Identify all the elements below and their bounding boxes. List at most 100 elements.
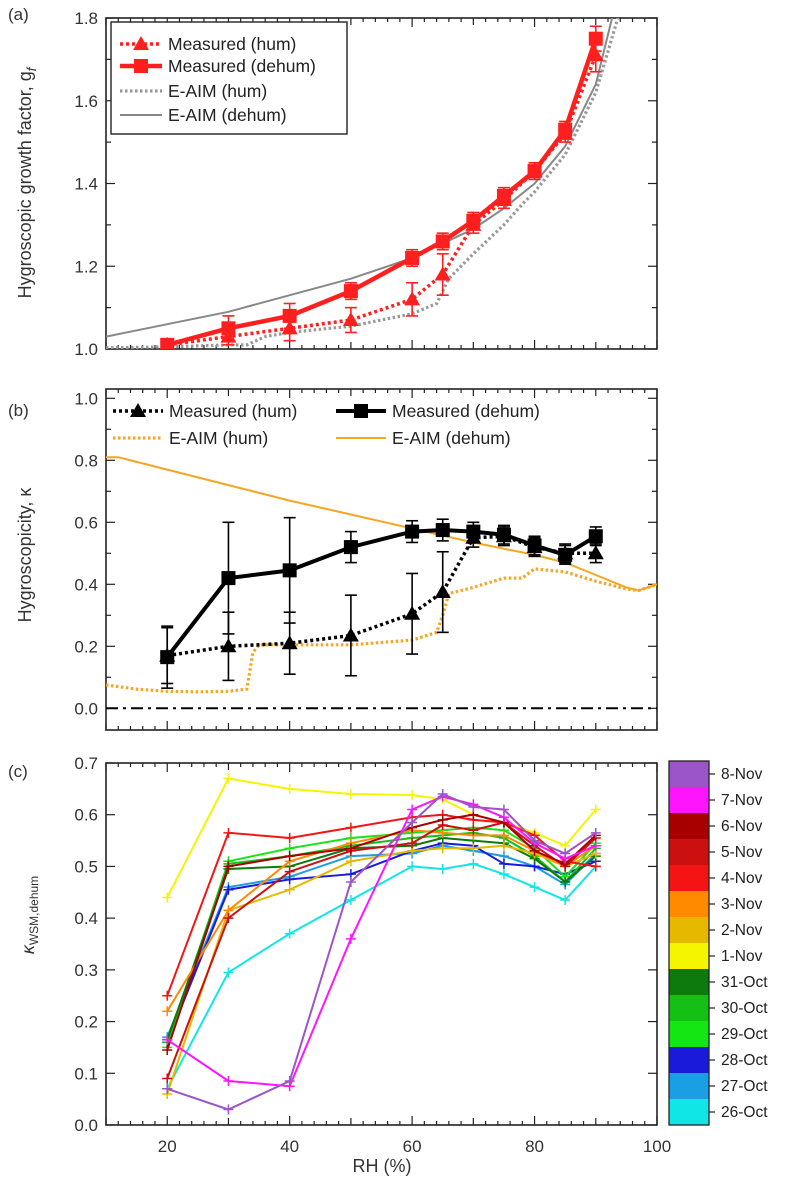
plot-frame <box>105 762 658 1126</box>
y-tick-label: 0.4 <box>74 909 98 928</box>
data-point-plus <box>407 790 418 801</box>
data-point-square <box>160 650 175 665</box>
data-point-plus <box>223 884 234 895</box>
panel-c-label: (c) <box>8 762 28 781</box>
panel-c: 0.0 0.1 0.2 0.3 0.4 0.5 0.6 0.7 20 40 60 80 100 <box>74 754 671 1156</box>
data-point-plus <box>162 990 173 1001</box>
y-tick-label: 1.0 <box>74 389 98 408</box>
panel-b-data <box>106 456 657 710</box>
data-point-plus <box>162 892 173 903</box>
data-point-square <box>221 321 236 336</box>
data-point-plus <box>223 827 234 838</box>
colorbar-cell <box>669 865 709 891</box>
colorbar-cell <box>669 813 709 839</box>
y-tick-label: 0.1 <box>74 1064 98 1083</box>
data-point-square <box>343 540 358 555</box>
x-tick-label: 60 <box>403 1137 422 1156</box>
y-tick-label: 0.6 <box>74 513 98 532</box>
data-point-triangle <box>342 627 359 642</box>
y-tick-label: 0.6 <box>74 806 98 825</box>
colorbar-cell <box>669 1099 709 1125</box>
data-point-plus <box>468 858 479 869</box>
data-point-plus <box>284 928 295 939</box>
data-point-square <box>527 538 542 553</box>
data-point-plus <box>162 1083 173 1094</box>
colorbar-cell <box>669 969 709 995</box>
colorbar-label: 31-Oct <box>721 974 768 991</box>
data-point-square <box>588 529 603 544</box>
data-point-square <box>558 547 573 562</box>
y-tick-label: 0.4 <box>74 575 98 594</box>
y-tick-label: 0.2 <box>74 637 98 656</box>
data-point-plus <box>284 866 295 877</box>
colorbar-cell <box>669 1021 709 1047</box>
colorbar-label: 6-Nov <box>721 818 763 835</box>
y-tick-label: 1.2 <box>74 257 98 276</box>
data-point-triangle <box>404 605 421 620</box>
colorbar-cell <box>669 1073 709 1099</box>
data-point-plus <box>223 773 234 784</box>
colorbar-cell <box>669 1047 709 1073</box>
data-point-triangle <box>587 47 604 62</box>
x-tick-label: 20 <box>158 1137 177 1156</box>
y-tick-label: 1.0 <box>74 340 98 359</box>
data-point-plus <box>284 832 295 843</box>
legend-a-label: Measured (hum) <box>168 34 296 54</box>
data-point-triangle <box>281 635 298 650</box>
data-point-triangle <box>404 291 421 306</box>
series-eaim-hum-b <box>106 567 657 694</box>
data-point-plus <box>560 895 571 906</box>
data-point-square <box>496 527 511 542</box>
data-point-plus <box>284 884 295 895</box>
data-point-square <box>435 234 450 249</box>
series-measured-hum-b <box>166 534 596 658</box>
data-point-plus <box>590 827 601 838</box>
data-point-square <box>405 524 420 539</box>
legend-b-label: E-AIM (hum) <box>169 428 268 448</box>
data-point-plus <box>345 933 356 944</box>
data-point-plus <box>284 783 295 794</box>
colorbar-label: 2-Nov <box>721 922 763 939</box>
y-tick-label: 0.8 <box>74 451 98 470</box>
data-point-plus <box>345 856 356 867</box>
series-eaim-dehum-b <box>106 456 657 592</box>
colorbar-label: 5-Nov <box>721 844 763 861</box>
y-tick-label: 0.7 <box>74 754 98 773</box>
data-point-plus <box>407 804 418 815</box>
data-point-square <box>160 337 175 349</box>
colorbar-cell <box>669 943 709 969</box>
colorbar-label: 26-Oct <box>721 1104 768 1121</box>
data-point-plus <box>345 789 356 800</box>
data-point-triangle <box>434 266 451 281</box>
data-point-plus <box>345 843 356 854</box>
legend-b-label: E-AIM (dehum) <box>392 428 511 448</box>
data-point-square <box>282 563 297 578</box>
data-point-plus <box>590 840 601 851</box>
data-point-plus <box>529 835 540 846</box>
data-point-plus <box>437 864 448 875</box>
data-point-square <box>405 250 420 265</box>
legend-a: Measured (hum)Measured (dehum) E-AIM (hum… <box>110 21 348 135</box>
colorbar-label: 7-Nov <box>721 792 763 809</box>
data-point-square <box>466 213 481 228</box>
data-point-plus <box>407 838 418 849</box>
data-point-plus <box>560 848 571 859</box>
data-point-square <box>343 284 358 299</box>
data-point-triangle <box>342 312 359 327</box>
panel-a-data <box>106 18 620 349</box>
legend-a-marker <box>134 59 148 73</box>
data-point-plus <box>284 851 295 862</box>
data-point-plus <box>407 861 418 872</box>
data-point-square <box>221 571 236 586</box>
colorbar-frame <box>668 760 710 1126</box>
data-point-plus <box>437 789 448 800</box>
legend-b-label: Measured (hum) <box>169 401 297 421</box>
data-point-plus <box>407 817 418 828</box>
y-tick-label: 1.4 <box>74 175 98 194</box>
data-point-plus <box>498 830 509 841</box>
data-point-plus <box>590 804 601 815</box>
colorbar-label: 30-Oct <box>721 1000 768 1017</box>
colorbar: 8-Nov 7-Nov 6-Nov 5-Nov 4-Nov 3-Nov 2-Nov 1-Nov… <box>668 760 768 1126</box>
data-point-plus <box>223 1104 234 1115</box>
